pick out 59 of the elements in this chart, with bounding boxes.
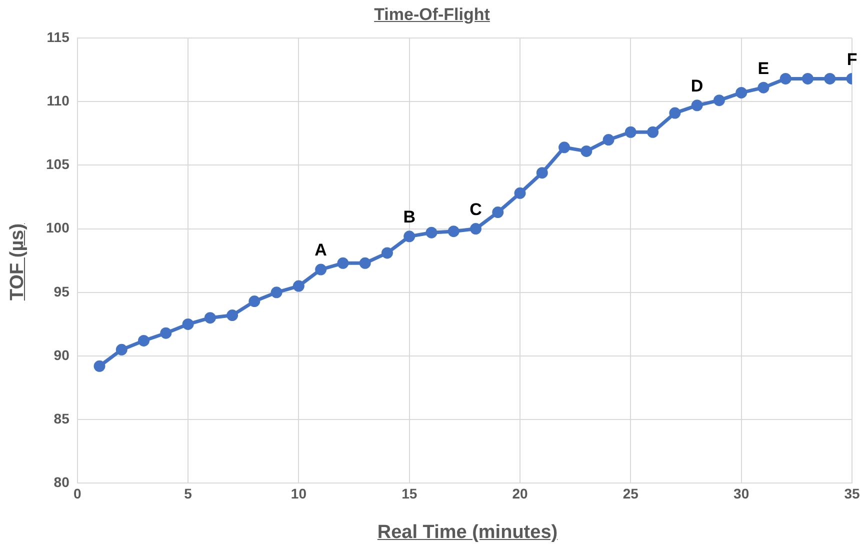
point xyxy=(315,264,327,276)
annotation: B xyxy=(403,208,416,227)
y-tick-label: 100 xyxy=(46,220,70,236)
point xyxy=(337,257,349,269)
point xyxy=(536,167,548,179)
point xyxy=(802,72,814,84)
x-axis-title: Real Time (minutes) xyxy=(376,522,559,544)
point xyxy=(381,247,393,259)
y-tick-label: 105 xyxy=(46,156,70,172)
point xyxy=(292,280,304,292)
point xyxy=(514,187,526,199)
x-tick-label: 10 xyxy=(290,485,307,502)
point xyxy=(448,226,460,238)
point xyxy=(94,360,106,372)
x-tick-label: 35 xyxy=(844,485,860,502)
x-tick-label: 0 xyxy=(73,485,82,502)
annotation: E xyxy=(758,58,770,78)
x-tick-label: 5 xyxy=(184,485,192,502)
point xyxy=(359,257,371,269)
point xyxy=(558,142,570,154)
point xyxy=(116,344,128,356)
y-tick-label: 115 xyxy=(46,28,70,45)
y-tick-label: 90 xyxy=(54,346,70,363)
point xyxy=(602,134,614,146)
x-tick-label: 20 xyxy=(512,485,528,502)
point xyxy=(182,318,194,330)
point xyxy=(470,223,482,235)
point xyxy=(669,107,681,119)
x-tick-label: 15 xyxy=(402,485,418,502)
annotation: D xyxy=(690,76,704,96)
y-tick-label: 95 xyxy=(54,283,70,300)
point xyxy=(226,310,238,322)
point xyxy=(248,296,260,308)
point xyxy=(758,82,770,94)
chart-title: Time-Of-Flight xyxy=(373,5,491,25)
point xyxy=(404,230,416,242)
point xyxy=(713,94,725,106)
annotation: F xyxy=(846,50,858,69)
point xyxy=(824,72,836,84)
point xyxy=(691,100,703,112)
point xyxy=(492,206,504,218)
point xyxy=(624,126,636,138)
y-axis-title: TOF (µs) xyxy=(7,223,29,301)
annotation: C xyxy=(470,200,482,219)
annotation: A xyxy=(314,240,327,260)
x-tick-label: 25 xyxy=(622,485,639,502)
point xyxy=(160,327,172,339)
y-tick-label: 110 xyxy=(46,92,70,108)
point xyxy=(426,226,438,238)
y-tick-label: 80 xyxy=(54,474,70,490)
point xyxy=(736,86,748,98)
point xyxy=(138,334,150,346)
point xyxy=(204,312,216,324)
x-tick-label: 30 xyxy=(734,485,750,502)
y-tick-label: 85 xyxy=(54,410,70,426)
point xyxy=(647,126,659,138)
point xyxy=(780,72,792,84)
point xyxy=(580,145,592,157)
point xyxy=(270,286,282,298)
